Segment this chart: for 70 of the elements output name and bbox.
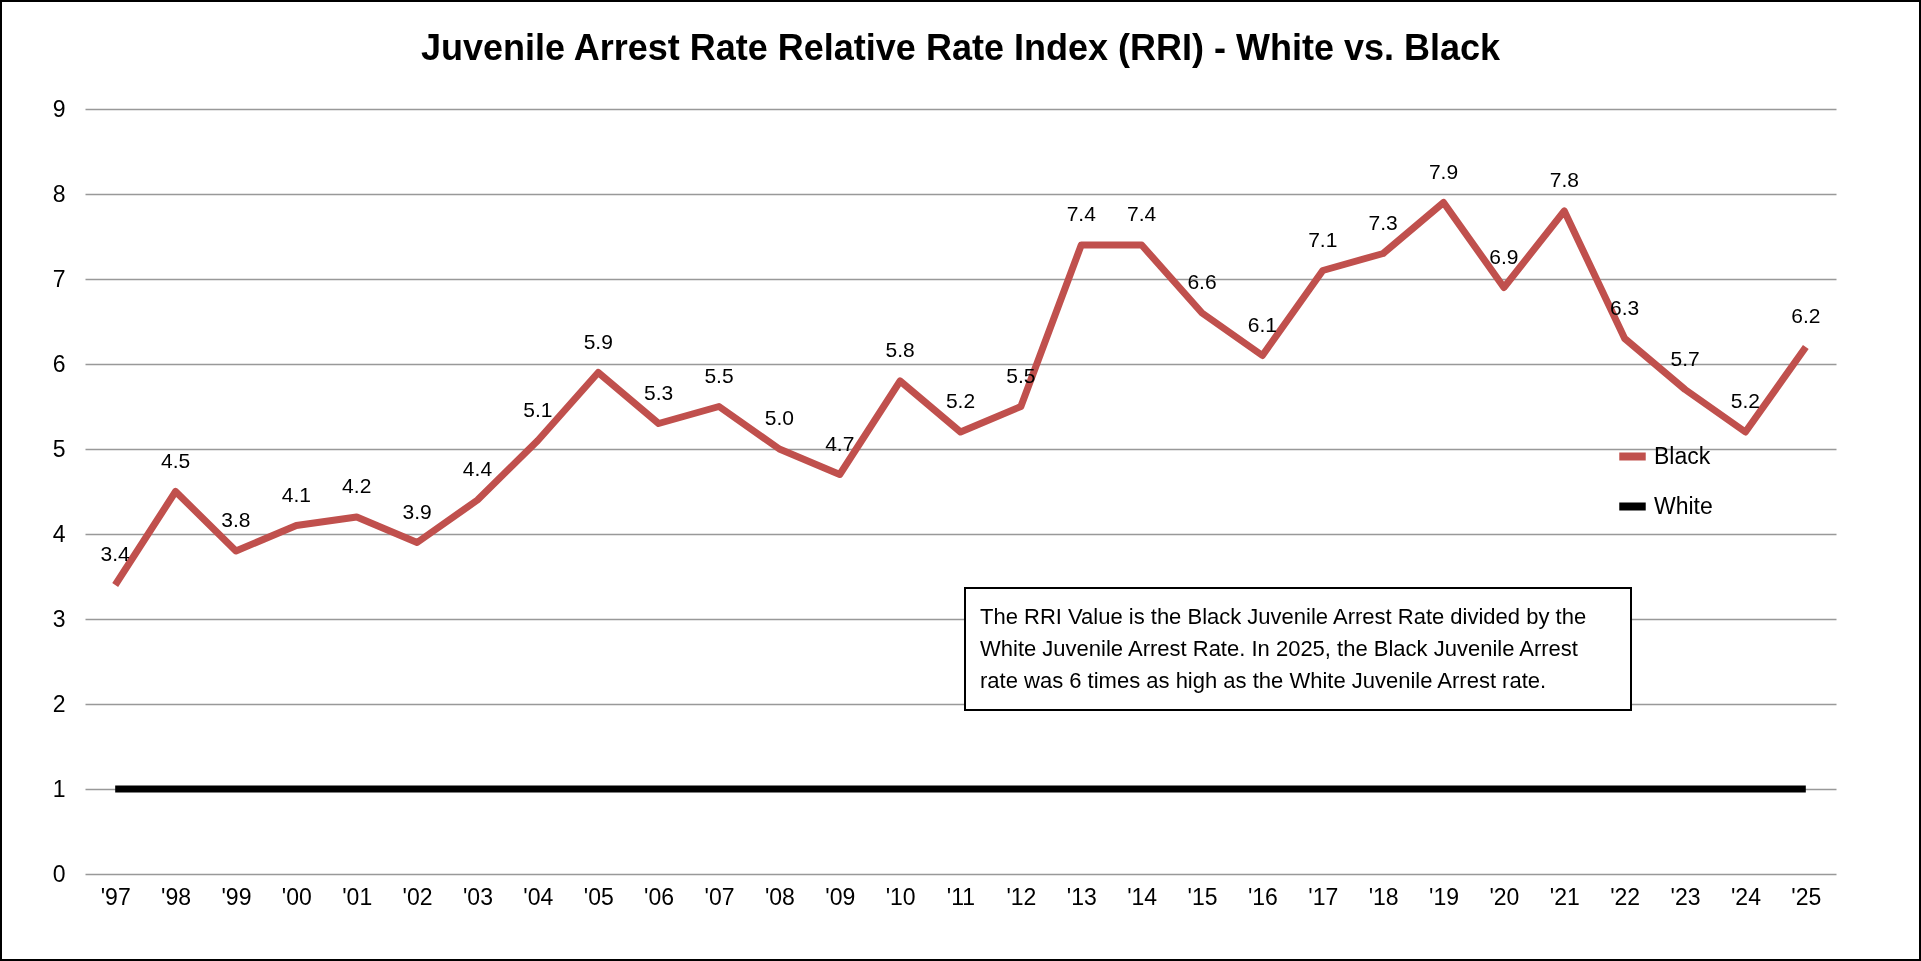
data-label: 5.9 [583, 329, 613, 353]
data-label: 4.7 [825, 431, 855, 455]
y-tick-label: 0 [52, 860, 66, 887]
data-label: 6.2 [1791, 304, 1821, 327]
y-tick-label: 7 [52, 265, 66, 292]
data-label: 5.5 [704, 363, 734, 387]
data-label: 4.4 [462, 457, 493, 480]
x-tick-label: '97 [100, 883, 131, 910]
data-label: 5.8 [885, 338, 915, 361]
data-label: 5.7 [1670, 346, 1700, 370]
data-label: 7.4 [1066, 202, 1097, 225]
x-tick-label: '16 [1247, 883, 1278, 910]
data-label: 3.8 [221, 508, 251, 531]
y-tick-label: 2 [52, 690, 66, 717]
x-tick-label: '98 [161, 883, 192, 910]
x-tick-label: '20 [1489, 883, 1520, 910]
y-tick-label: 9 [52, 95, 66, 122]
x-tick-label: '09 [825, 883, 856, 910]
y-tick-label: 5 [52, 435, 66, 462]
data-label: 4.5 [160, 448, 191, 472]
y-tick-label: 6 [52, 350, 66, 377]
data-label: 7.1 [1308, 227, 1338, 251]
data-label: 6.1 [1247, 312, 1277, 336]
x-tick-label: '19 [1429, 883, 1460, 910]
data-label: 5.1 [523, 397, 553, 421]
data-label: 3.4 [100, 542, 131, 565]
x-tick-label: '15 [1187, 883, 1218, 910]
x-tick-label: '03 [462, 883, 493, 910]
chart-title: Juvenile Arrest Rate Relative Rate Index (RRI) - White vs. Black [420, 27, 1501, 68]
x-tick-label: '21 [1549, 883, 1580, 910]
x-tick-label: '18 [1368, 883, 1399, 910]
x-tick-label: '10 [885, 883, 916, 910]
data-label: 7.4 [1127, 202, 1157, 225]
data-label: 5.3 [644, 380, 674, 404]
x-tick-label: '14 [1127, 883, 1158, 910]
x-tick-label: '04 [523, 883, 554, 910]
x-tick-label: '00 [281, 883, 312, 910]
data-label: 3.9 [402, 499, 432, 523]
data-label: 4.1 [281, 482, 311, 506]
x-tick-label: '05 [583, 883, 614, 910]
y-tick-label: 1 [52, 775, 66, 802]
y-tick-label: 8 [52, 180, 66, 207]
legend-label: White [1654, 492, 1713, 519]
data-label: 5.2 [945, 389, 976, 412]
data-label: 5.0 [764, 406, 794, 429]
x-tick-label: '22 [1610, 883, 1641, 910]
data-label: 7.8 [1549, 168, 1579, 191]
data-label: 4.2 [342, 474, 372, 497]
x-tick-label: '02 [402, 883, 433, 910]
x-tick-label: '06 [644, 883, 675, 910]
data-label: 6.9 [1489, 244, 1519, 268]
x-tick-label: '08 [764, 883, 795, 910]
x-tick-label: '12 [1006, 883, 1037, 910]
x-tick-label: '25 [1791, 883, 1822, 910]
data-label: 7.3 [1368, 210, 1398, 234]
x-tick-label: '17 [1308, 883, 1339, 910]
x-tick-label: '99 [221, 883, 252, 910]
data-label: 7.9 [1428, 159, 1459, 183]
legend-label: Black [1654, 442, 1711, 469]
data-label: 5.2 [1730, 389, 1761, 412]
x-tick-label: '24 [1730, 883, 1762, 910]
x-tick-label: '07 [704, 883, 735, 910]
annotation: The RRI Value is the Black Juvenile Arrest Rate divided by the White Juvenile Arrest Rate. In 2025, the Black Juvenile Arrest rate was 6 times as high as the White Juvenile Arrest rate. [964, 587, 1632, 711]
x-tick-label: '01 [342, 883, 373, 910]
y-tick-label: 3 [52, 605, 66, 632]
data-label: 6.6 [1187, 270, 1217, 293]
x-tick-label: '11 [946, 883, 976, 910]
y-tick-label: 4 [52, 520, 66, 547]
x-tick-label: '13 [1066, 883, 1097, 910]
x-tick-label: '23 [1670, 883, 1701, 910]
